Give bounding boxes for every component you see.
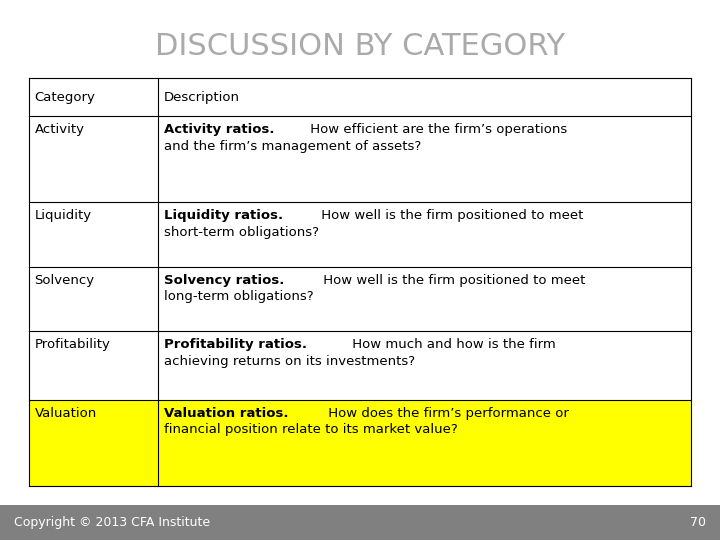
Text: Profitability ratios.: Profitability ratios. <box>163 338 307 351</box>
Text: long-term obligations?: long-term obligations? <box>163 291 313 303</box>
Text: Activity: Activity <box>35 123 84 136</box>
Text: Valuation ratios.: Valuation ratios. <box>163 407 288 420</box>
Text: Solvency: Solvency <box>35 274 95 287</box>
Text: Liquidity: Liquidity <box>35 210 91 222</box>
Text: How well is the firm positioned to meet: How well is the firm positioned to meet <box>318 210 584 222</box>
Text: financial position relate to its market value?: financial position relate to its market … <box>163 423 457 436</box>
Text: 70: 70 <box>690 516 706 529</box>
Text: DISCUSSION BY CATEGORY: DISCUSSION BY CATEGORY <box>155 32 565 62</box>
Text: Copyright © 2013 CFA Institute: Copyright © 2013 CFA Institute <box>14 516 210 529</box>
Text: Category: Category <box>35 91 96 104</box>
Text: Solvency ratios.: Solvency ratios. <box>163 274 284 287</box>
Text: How well is the firm positioned to meet: How well is the firm positioned to meet <box>319 274 585 287</box>
Text: Profitability: Profitability <box>35 338 110 351</box>
Bar <box>29 331 691 400</box>
Text: How efficient are the firm’s operations: How efficient are the firm’s operations <box>306 123 567 136</box>
Text: Activity ratios.: Activity ratios. <box>163 123 274 136</box>
Bar <box>29 202 691 267</box>
Bar <box>29 116 691 202</box>
Text: and the firm’s management of assets?: and the firm’s management of assets? <box>163 140 421 153</box>
Text: Liquidity ratios.: Liquidity ratios. <box>163 210 283 222</box>
Text: Description: Description <box>163 91 240 104</box>
Bar <box>29 78 691 116</box>
Text: Valuation: Valuation <box>35 407 96 420</box>
Text: short-term obligations?: short-term obligations? <box>163 226 319 239</box>
Bar <box>29 267 691 331</box>
Bar <box>29 400 691 486</box>
Text: achieving returns on its investments?: achieving returns on its investments? <box>163 355 415 368</box>
Text: How does the firm’s performance or: How does the firm’s performance or <box>325 407 570 420</box>
Text: How much and how is the firm: How much and how is the firm <box>348 338 556 351</box>
